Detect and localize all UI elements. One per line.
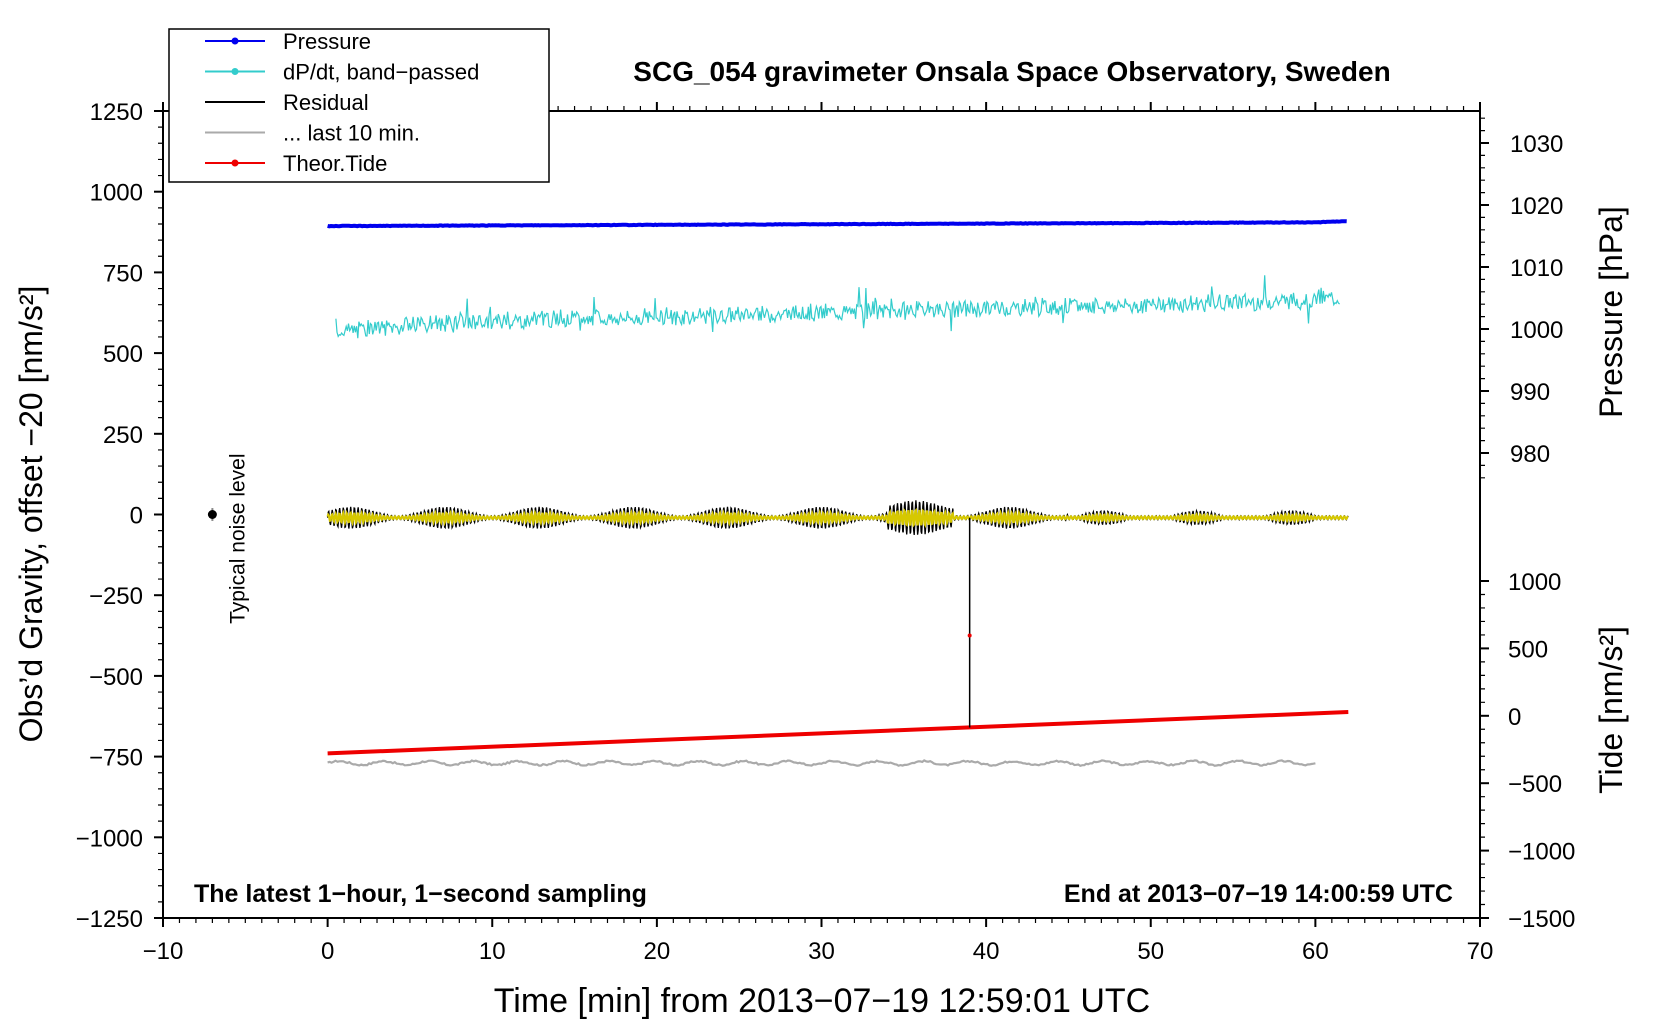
tide-tick-label: −1500	[1508, 906, 1575, 933]
tide-tick-label: −1000	[1508, 839, 1575, 866]
series-last-10-min	[327, 759, 1316, 768]
y-tick-label: 500	[103, 341, 143, 368]
legend-marker	[231, 37, 239, 45]
noise-dot	[207, 510, 217, 519]
pressure-tick-label: 1030	[1510, 131, 1563, 158]
tide-tick-label: 500	[1508, 636, 1548, 663]
y-tick-label: 250	[103, 422, 143, 449]
y-tick-label: −500	[89, 664, 143, 691]
annotation-sampling: The latest 1−hour, 1−second sampling	[194, 880, 647, 908]
series-theor-tide	[327, 710, 1349, 756]
series-residual-smoothed	[326, 507, 1349, 529]
y-axis-left: 1250 1000 750 500 250 0 −250 −500 −750 −1000 −1250	[76, 99, 163, 933]
legend-marker	[231, 68, 239, 75]
pressure-tick-label: 980	[1510, 441, 1550, 468]
y-tick-label: −250	[89, 583, 143, 610]
y-tick-label: 1000	[90, 180, 143, 207]
y-tick-label: 0	[130, 503, 143, 530]
x-tick-label: 0	[321, 938, 334, 965]
pressure-tick-label: 1000	[1510, 317, 1563, 344]
y-axis-pressure: 980 990 1000 1010 1020 1030	[1480, 131, 1563, 468]
x-axis: −10 0 10 20 30 40 50 60 70	[143, 102, 1494, 965]
y-axis-label-tide: Tide [nm/s²]	[1593, 626, 1629, 794]
x-tick-label: 10	[479, 938, 506, 965]
legend-label: Pressure	[283, 29, 371, 54]
x-tick-label: 30	[808, 938, 835, 965]
x-tick-label: −10	[143, 938, 184, 965]
pressure-tick-label: 1010	[1510, 255, 1563, 282]
tide-tick-label: −500	[1508, 771, 1562, 798]
annotation-end-time: End at 2013−07−19 14:00:59 UTC	[1064, 880, 1453, 908]
series-pressure	[327, 219, 1347, 229]
tide-tick-label: 0	[1508, 704, 1521, 731]
legend-box	[168, 28, 550, 183]
y-tick-label: −1250	[76, 906, 143, 933]
y-axis-tide: −1500 −1000 −500 0 500 1000	[1480, 569, 1575, 933]
pressure-tick-label: 1020	[1510, 193, 1563, 220]
x-tick-label: 40	[973, 938, 1000, 965]
y-axis-label-left: Obs’d Gravity, offset −20 [nm/s²]	[13, 286, 49, 743]
chart-title: SCG_054 gravimeter Onsala Space Observat…	[633, 56, 1390, 87]
noise-label: Typical noise level	[226, 453, 249, 623]
residual-spike-point	[967, 633, 972, 638]
y-tick-label: −750	[89, 745, 143, 772]
noise-marker: Typical noise level	[207, 453, 249, 624]
x-tick-label: 60	[1302, 938, 1329, 965]
x-tick-label: 20	[644, 938, 671, 965]
x-axis-label: Time [min] from 2013−07−19 12:59:01 UTC	[494, 982, 1150, 1020]
series-dpdt	[335, 275, 1341, 339]
y-tick-label: 1250	[90, 99, 143, 126]
tide-tick-label: 1000	[1508, 569, 1561, 596]
y-tick-label: −1000	[76, 825, 143, 852]
legend: Pressure dP/dt, band−passed Residual ... la…	[168, 28, 550, 183]
y-tick-label: 750	[103, 260, 143, 287]
legend-label: Residual	[283, 90, 369, 115]
legend-label: Theor.Tide	[283, 151, 387, 176]
x-tick-label: 70	[1467, 938, 1494, 965]
legend-label: ... last 10 min.	[283, 121, 420, 146]
legend-marker	[231, 159, 239, 167]
legend-label: dP/dt, band−passed	[283, 60, 479, 85]
y-axis-label-pressure: Pressure [hPa]	[1593, 206, 1629, 418]
x-tick-label: 50	[1137, 938, 1164, 965]
series-layer	[326, 219, 1349, 768]
pressure-tick-label: 990	[1510, 379, 1550, 406]
